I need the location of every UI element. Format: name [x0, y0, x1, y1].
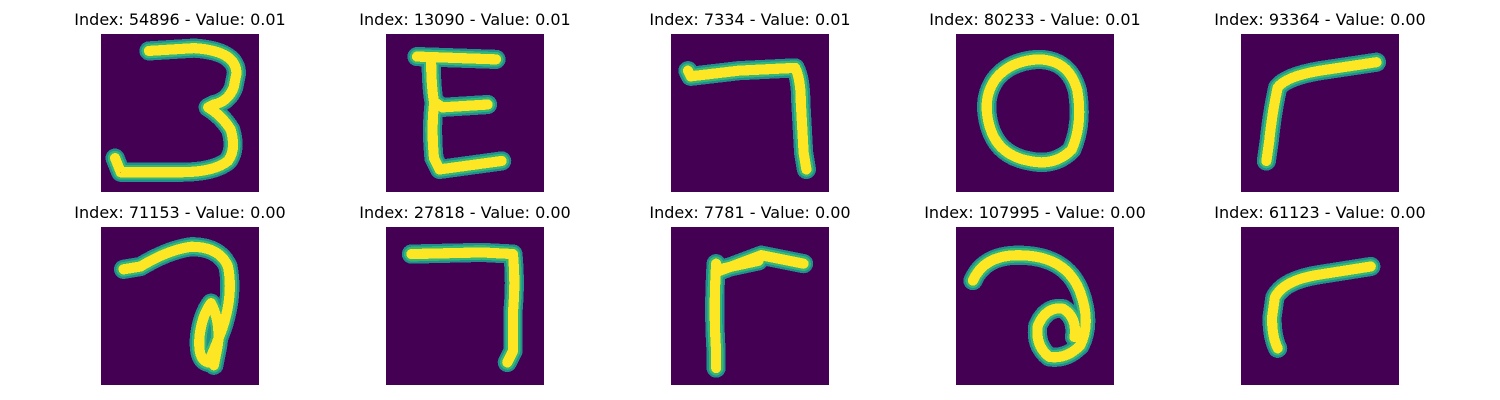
stroke-core: [118, 241, 235, 371]
digit-image: [101, 34, 259, 192]
stroke-core: [981, 54, 1085, 168]
image-panel: Index: 27818 - Value: 0.00: [320, 193, 610, 385]
digit-image: [671, 227, 829, 385]
stroke-core: [682, 62, 812, 175]
panel-title: Index: 93364 - Value: 0.00: [1214, 10, 1426, 29]
digit-image: [956, 34, 1114, 192]
panel-title: Index: 7781 - Value: 0.00: [649, 203, 851, 222]
panel-title: Index: 13090 - Value: 0.01: [359, 10, 571, 29]
image-panel: Index: 7781 - Value: 0.00: [605, 193, 895, 385]
panel-title: Index: 27818 - Value: 0.00: [359, 203, 571, 222]
digit-image: [386, 34, 544, 192]
stroke-core: [110, 43, 242, 178]
stroke-core: [967, 250, 1091, 363]
stroke-core: [1266, 261, 1376, 354]
stroke-core: [709, 250, 809, 374]
stroke-core: [411, 51, 507, 175]
panel-title: Index: 80233 - Value: 0.01: [929, 10, 1141, 29]
digit-image: [1241, 227, 1399, 385]
image-panel: Index: 80233 - Value: 0.01: [890, 0, 1180, 192]
digit-image: [956, 227, 1114, 385]
image-panel: Index: 93364 - Value: 0.00: [1175, 0, 1465, 192]
stroke-core: [1261, 57, 1382, 167]
panel-title: Index: 7334 - Value: 0.01: [649, 10, 851, 29]
panel-title: Index: 54896 - Value: 0.01: [74, 10, 286, 29]
digit-image: [101, 227, 259, 385]
image-panel: Index: 107995 - Value: 0.00: [890, 193, 1180, 385]
digit-image: [671, 34, 829, 192]
image-panel: Index: 13090 - Value: 0.01: [320, 0, 610, 192]
image-panel: Index: 54896 - Value: 0.01: [35, 0, 325, 192]
image-panel: Index: 71153 - Value: 0.00: [35, 193, 325, 385]
panel-title: Index: 107995 - Value: 0.00: [924, 203, 1146, 222]
stroke-core: [406, 247, 520, 368]
panel-title: Index: 71153 - Value: 0.00: [74, 203, 286, 222]
digit-image: [1241, 34, 1399, 192]
digit-image: [386, 227, 544, 385]
image-panel: Index: 61123 - Value: 0.00: [1175, 193, 1465, 385]
image-panel: Index: 7334 - Value: 0.01: [605, 0, 895, 192]
panel-title: Index: 61123 - Value: 0.00: [1214, 203, 1426, 222]
